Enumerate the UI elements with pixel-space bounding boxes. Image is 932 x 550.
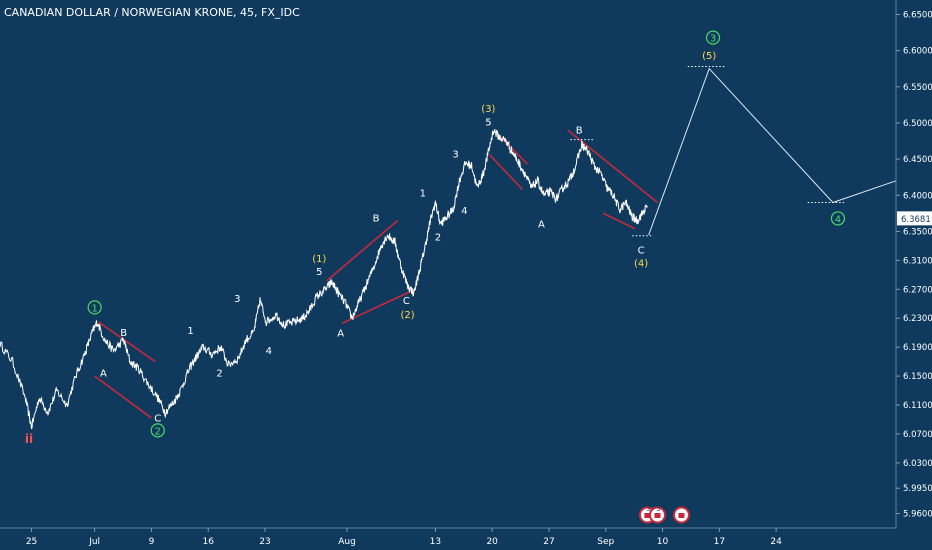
event-flag-icon-2 <box>678 513 685 518</box>
wave-label-23: 5 <box>485 118 491 129</box>
y-tick-label-5: 6.4000 <box>903 191 932 201</box>
event-flag-icon-0 <box>644 513 651 518</box>
x-tick-label-5: Aug <box>338 537 356 547</box>
wave-label-19: 2 <box>435 233 441 244</box>
trendline-6 <box>567 129 658 204</box>
wave-label-circle-3 <box>705 30 721 45</box>
wave-label-27: (4) <box>634 259 648 270</box>
wave-label-7: C <box>154 413 161 424</box>
y-tick-label-2: 6.5500 <box>903 83 932 93</box>
y-tick-label-11: 6.1500 <box>903 372 932 382</box>
trendline-1 <box>94 375 152 419</box>
price-layer <box>0 129 648 430</box>
wave-label-20: 3 <box>452 149 458 160</box>
trendline-3 <box>341 288 416 325</box>
wave-label-21: 4 <box>461 206 467 217</box>
y-tick-label-12: 6.1100 <box>903 401 932 411</box>
y-axis: 6.6500 6.6000 6.5500 6.5000 6.4500 6.4000 6.35… <box>895 0 932 528</box>
x-tick-label-6: 13 <box>430 537 441 547</box>
y-tick-label-0: 6.6500 <box>903 10 932 20</box>
wave-label-24: A <box>538 219 545 230</box>
wave-label-10: 3 <box>234 294 240 305</box>
y-tick-label-3: 6.5000 <box>903 119 932 129</box>
wave-label-circle-2 <box>150 423 165 438</box>
projection-layer <box>570 66 897 237</box>
trendline-0 <box>97 321 156 363</box>
wave-label-28: (5) <box>702 51 716 62</box>
wave-label-2: 2 <box>155 426 161 437</box>
wave-label-0: ii <box>25 432 33 446</box>
y-tick-label-9: 6.2300 <box>903 314 932 324</box>
y-tick-label-14: 6.0300 <box>903 459 932 469</box>
x-tick-label-10: 10 <box>657 537 669 547</box>
trendline-5 <box>489 154 524 191</box>
y-tick-label-1: 6.6000 <box>903 47 932 57</box>
wave-label-15: B <box>373 214 380 225</box>
trendline-2 <box>326 219 399 282</box>
x-tick-label-12: 24 <box>770 537 782 547</box>
x-tick-label-9: Sep <box>597 537 614 547</box>
y-tick-label-4: 6.4500 <box>903 155 932 165</box>
y-tick-label-7: 6.3100 <box>903 256 932 266</box>
event-marker-label-0: 3 <box>646 505 650 513</box>
y-tick-label-13: 6.0700 <box>903 430 932 440</box>
wave-label-22: (3) <box>481 104 495 115</box>
event-marker-label-1: 5 <box>656 505 660 513</box>
wave-label-11: 4 <box>266 346 272 357</box>
x-tick-label-2: 9 <box>149 537 155 547</box>
wave-label-17: (2) <box>401 310 415 321</box>
wave-label-circle-4 <box>830 211 846 226</box>
wave-label-layer: ii 1 2 3 4 A B C 1 2 3 4 (1) 5 A B C (2) 1 2 3 4 (3) 5 A B C (4) (5) <box>25 30 846 446</box>
event-flag-icon-1 <box>654 513 661 518</box>
x-tick-label-1: Jul <box>88 537 100 547</box>
x-tick-label-7: 20 <box>486 537 498 547</box>
y-tick-label-6: 6.3500 <box>903 227 932 237</box>
current-price-label: 6.3681 <box>901 215 931 225</box>
wave-label-3: 3 <box>710 34 716 45</box>
y-tick-label-15: 5.9950 <box>903 484 932 494</box>
x-tick-label-4: 23 <box>259 537 270 547</box>
wave-label-8: 1 <box>187 326 193 337</box>
x-tick-label-3: 16 <box>202 537 214 547</box>
x-tick-label-11: 17 <box>714 537 725 547</box>
wave-label-5: A <box>100 368 107 379</box>
wave-label-16: C <box>403 296 410 307</box>
wave-label-14: A <box>337 329 344 340</box>
x-axis: 25 Jul 9 16 23 Aug 13 20 27 Sep 10 17 24 <box>0 527 896 547</box>
trendline-7 <box>602 212 636 230</box>
wave-label-12: (1) <box>312 254 326 265</box>
current-price-tag <box>897 211 932 226</box>
wave-label-circle-1 <box>87 300 102 315</box>
wave-label-1: 1 <box>91 303 97 314</box>
x-tick-label-0: 25 <box>26 537 37 547</box>
trendline-layer <box>94 129 658 419</box>
x-tick-label-8: 27 <box>543 537 554 547</box>
y-tick-label-8: 6.2700 <box>903 285 932 295</box>
projection-path <box>648 67 897 236</box>
wave-label-6: B <box>120 328 127 339</box>
wave-label-13: 5 <box>316 267 322 278</box>
wave-label-9: 2 <box>216 368 222 379</box>
y-tick-label-10: 6.1900 <box>903 343 932 353</box>
chart-title: CANADIAN DOLLAR / NORWEGIAN KRONE, 45, F… <box>4 6 300 19</box>
trendline-4 <box>496 133 529 165</box>
price-series-line <box>0 129 648 430</box>
y-tick-label-16: 5.9600 <box>903 510 932 520</box>
wave-label-26: C <box>638 246 645 257</box>
wave-label-25: B <box>576 125 583 136</box>
wave-label-18: 1 <box>420 188 426 199</box>
wave-label-4: 4 <box>835 214 841 225</box>
